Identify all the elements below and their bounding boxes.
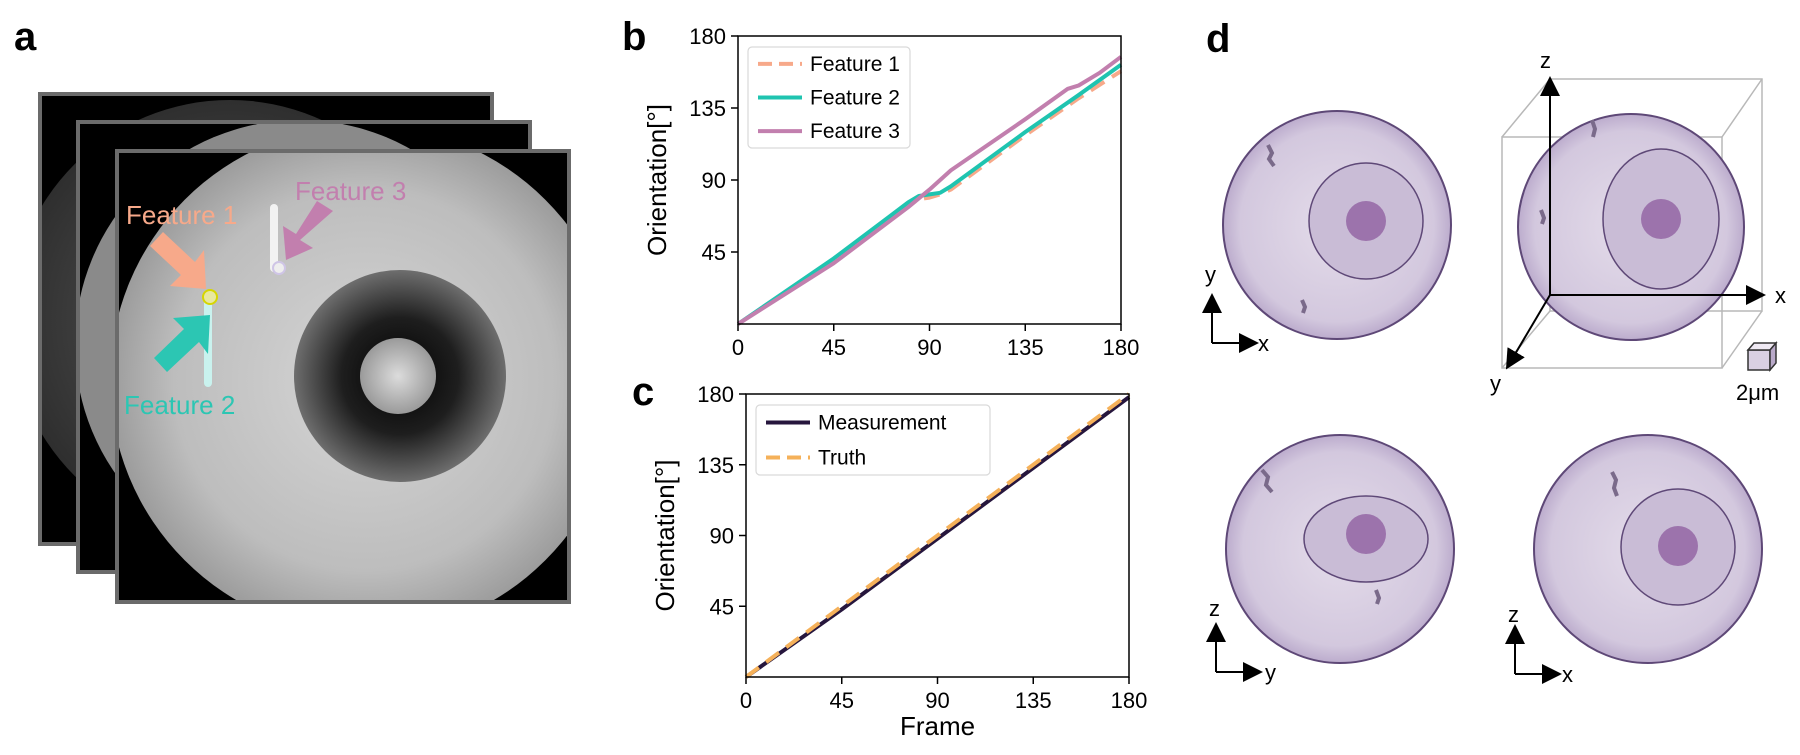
- series-line-b-3: [736, 55, 1123, 326]
- feature-1-arrow: [150, 232, 206, 289]
- axis-letter-z: z: [1209, 596, 1220, 621]
- x-tick-label: 45: [822, 335, 846, 360]
- axis-letter-z: z: [1508, 602, 1519, 627]
- bright-core: [360, 338, 436, 414]
- panel-b: b 0 45 90 135 180 45 90 135 180 Orientation[°] Fea…: [622, 15, 1139, 360]
- panel-d: d z x y: [1202, 17, 1786, 687]
- axis-letter-z: z: [1540, 48, 1551, 73]
- axis-indicator-xz: z x: [1505, 602, 1573, 687]
- x-axis-title: Frame: [900, 711, 975, 741]
- axis-arrow-y: [1505, 294, 1551, 370]
- feature-3-arrow: [283, 201, 333, 260]
- panel-c: c 0 45 90 135 180 45 90 135 180 Orientation[°] Fra…: [632, 370, 1147, 741]
- x-tick-label: 135: [1007, 335, 1044, 360]
- nucleus: [1641, 199, 1681, 239]
- y-tick-label: 135: [697, 453, 734, 478]
- series-line-c-2: [744, 392, 1131, 679]
- axis-letter-y: y: [1205, 262, 1216, 287]
- chart-b: 0 45 90 135 180 45 90 135 180 Orientation[°] Featu…: [642, 24, 1139, 360]
- axis-indicator-yz: z y: [1206, 596, 1276, 685]
- y-tick-label: 45: [702, 240, 726, 265]
- legend: Measurement Truth: [755, 404, 991, 476]
- feature-2-arrow: [154, 315, 210, 372]
- y-tick-label: 135: [689, 96, 726, 121]
- feature-2-label: Feature 2: [124, 390, 235, 420]
- sphere-view-xz: [1533, 434, 1763, 664]
- axis-letter-x: x: [1562, 662, 1573, 687]
- axis-letter-x: x: [1258, 331, 1269, 356]
- axis-indicator-xy: y x: [1202, 262, 1269, 356]
- x-tick-label: 0: [732, 335, 744, 360]
- x-tick-label: 90: [925, 688, 949, 713]
- y-tick-label: 180: [697, 382, 734, 407]
- legend-label: Truth: [818, 447, 866, 470]
- panel-label-a: a: [14, 15, 37, 59]
- panel-label-c: c: [632, 370, 654, 414]
- feature-1-marker: [202, 289, 218, 305]
- feature-3-label: Feature 3: [295, 176, 406, 206]
- scale-label: 2μm: [1736, 380, 1779, 405]
- legend-label: Feature 3: [810, 120, 900, 143]
- sphere-view-xy: [1222, 110, 1452, 340]
- y-tick-label: 45: [710, 594, 734, 619]
- legend-label: Measurement: [818, 412, 947, 435]
- legend-label: Feature 1: [810, 53, 900, 76]
- panel-a: a: [14, 15, 571, 604]
- x-tick-label: 45: [830, 688, 854, 713]
- scale-cube: [1746, 340, 1778, 373]
- panel-label-d: d: [1206, 17, 1230, 61]
- x-tick-label: 180: [1111, 688, 1148, 713]
- y-tick-label: 90: [702, 168, 726, 193]
- chart-c: 0 45 90 135 180 45 90 135 180 Orientation[°] Frame…: [650, 382, 1147, 741]
- axis-letter-x: x: [1775, 283, 1786, 308]
- y-axis-title: Orientation[°]: [650, 459, 680, 611]
- image-stack-frame-front: [115, 149, 571, 604]
- axis-letter-y: y: [1490, 371, 1501, 396]
- nucleus: [1658, 526, 1698, 566]
- nucleus: [1346, 201, 1386, 241]
- x-tick-label: 0: [740, 688, 752, 713]
- x-tick-label: 180: [1103, 335, 1140, 360]
- nucleus: [1346, 514, 1386, 554]
- x-tick-label: 135: [1015, 688, 1052, 713]
- axis-letter-y: y: [1265, 660, 1276, 685]
- sphere-view-3d: z x y 2μm: [1490, 48, 1786, 405]
- y-tick-label: 180: [689, 24, 726, 49]
- feature-1-label: Feature 1: [126, 200, 237, 230]
- y-tick-label: 90: [710, 524, 734, 549]
- x-tick-label: 90: [917, 335, 941, 360]
- y-axis-title: Orientation[°]: [642, 104, 672, 256]
- panel-label-b: b: [622, 15, 646, 59]
- series-line-b-2: [736, 63, 1123, 326]
- legend: Feature 1 Feature 2 Feature 3: [747, 46, 911, 149]
- sphere-view-yz: [1225, 434, 1455, 664]
- legend-label: Feature 2: [810, 87, 900, 110]
